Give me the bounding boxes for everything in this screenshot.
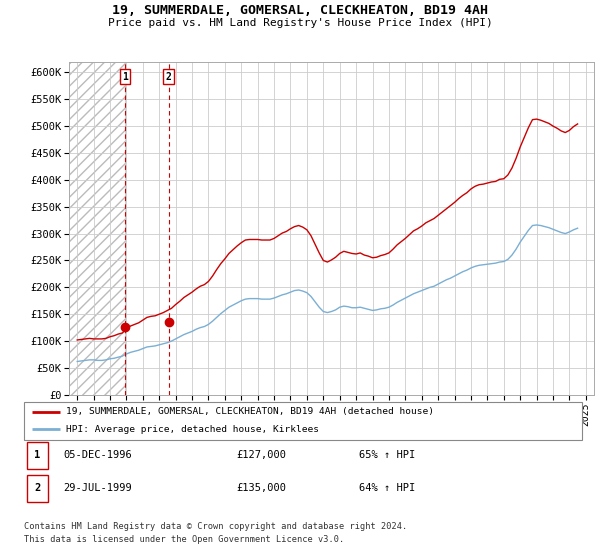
Text: 2: 2 [166,72,172,82]
Text: 1: 1 [34,450,41,460]
Bar [27,475,48,502]
Text: 1: 1 [122,72,128,82]
Text: 2: 2 [34,483,41,493]
Text: Contains HM Land Registry data © Crown copyright and database right 2024.: Contains HM Land Registry data © Crown c… [24,522,407,531]
Bar [69,62,125,395]
Text: 29-JUL-1999: 29-JUL-1999 [63,483,132,493]
Text: 19, SUMMERDALE, GOMERSAL, CLECKHEATON, BD19 4AH (detached house): 19, SUMMERDALE, GOMERSAL, CLECKHEATON, B… [66,407,434,416]
Text: 05-DEC-1996: 05-DEC-1996 [63,450,132,460]
Text: 19, SUMMERDALE, GOMERSAL, CLECKHEATON, BD19 4AH: 19, SUMMERDALE, GOMERSAL, CLECKHEATON, B… [112,4,488,17]
Text: HPI: Average price, detached house, Kirklees: HPI: Average price, detached house, Kirk… [66,425,319,434]
Text: 64% ↑ HPI: 64% ↑ HPI [359,483,415,493]
Text: £135,000: £135,000 [236,483,286,493]
Text: 65% ↑ HPI: 65% ↑ HPI [359,450,415,460]
Text: Price paid vs. HM Land Registry's House Price Index (HPI): Price paid vs. HM Land Registry's House … [107,18,493,28]
Text: This data is licensed under the Open Government Licence v3.0.: This data is licensed under the Open Gov… [24,535,344,544]
Text: £127,000: £127,000 [236,450,286,460]
Bar [27,442,48,469]
